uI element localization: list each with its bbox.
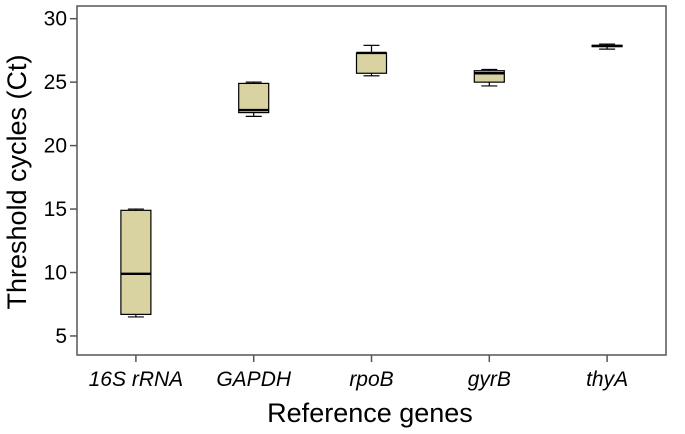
y-tick-label: 15 <box>44 198 67 221</box>
y-tick-label: 30 <box>44 8 67 31</box>
box-iqr <box>238 82 270 114</box>
x-tick-label: thyA <box>586 368 628 391</box>
box-2 <box>355 44 388 77</box>
y-axis: 5 10 15 20 25 30 <box>44 8 77 348</box>
y-tick-label: 10 <box>44 262 67 285</box>
box-iqr <box>473 70 505 83</box>
x-axis-title: Reference genes <box>267 398 473 428</box>
x-axis: 16S rRNA GAPDH rpoB gyrB thyA <box>89 355 628 391</box>
y-axis-title: Threshold cycles (Ct) <box>2 54 32 309</box>
y-tick-label: 20 <box>44 135 67 158</box>
x-tick-label: gyrB <box>468 368 511 391</box>
boxes-group <box>120 43 623 318</box>
box-iqr <box>355 52 388 74</box>
box-iqr <box>120 209 152 315</box>
y-tick-label: 5 <box>55 325 67 348</box>
x-tick-label: GAPDH <box>216 368 292 391</box>
box-3 <box>473 68 505 87</box>
x-tick-label: 16S rRNA <box>89 368 184 391</box>
box-4 <box>591 43 623 50</box>
y-tick-label: 25 <box>44 71 67 94</box>
x-tick-label: rpoB <box>349 368 393 391</box>
box-0 <box>120 208 152 318</box>
box-1 <box>238 81 270 118</box>
